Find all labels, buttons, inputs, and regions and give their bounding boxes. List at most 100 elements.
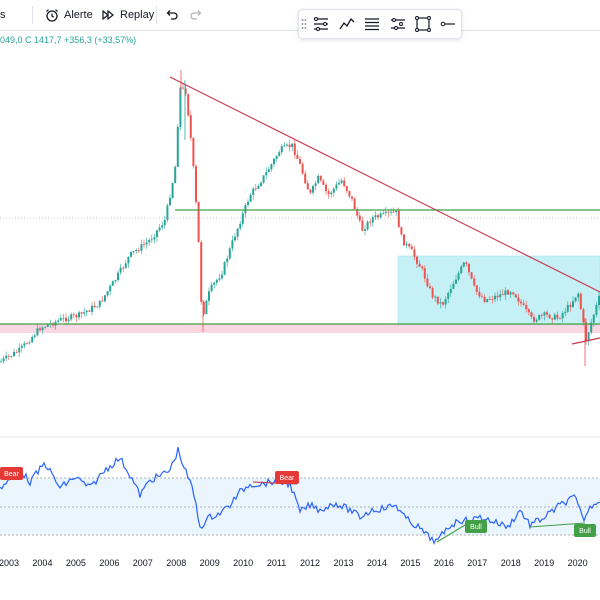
candle xyxy=(322,180,325,185)
candle xyxy=(356,209,359,216)
candle xyxy=(278,152,281,157)
candle xyxy=(361,220,364,231)
lines-list-tool-button[interactable] xyxy=(360,11,385,37)
descending-trendline xyxy=(169,76,600,293)
x-axis-tick-label: 2014 xyxy=(367,558,387,568)
candle xyxy=(556,314,559,319)
candle xyxy=(572,301,574,307)
replay-button[interactable]: Replay xyxy=(100,5,154,25)
candle xyxy=(348,190,351,197)
time-axis: 2003 2004 2005 2006 2007 2008 2009 2010 2011 2012… xyxy=(0,558,588,568)
candle xyxy=(78,312,80,318)
drag-handle-icon[interactable] xyxy=(299,11,309,37)
candle xyxy=(598,295,600,306)
candle xyxy=(270,164,273,170)
candle xyxy=(260,182,262,186)
alert-button[interactable]: Alerte xyxy=(44,5,93,25)
candle xyxy=(538,314,541,320)
candle xyxy=(468,263,470,273)
candle xyxy=(595,305,598,315)
candle xyxy=(317,175,320,184)
support-zone xyxy=(0,324,600,333)
candle xyxy=(293,143,296,155)
candle xyxy=(491,299,494,301)
trend-path-tool-button[interactable] xyxy=(334,11,359,37)
candle xyxy=(135,249,138,252)
candle xyxy=(179,87,182,127)
candle xyxy=(119,267,122,273)
candle xyxy=(262,175,265,183)
rsi-line xyxy=(0,446,600,546)
bear-badge: Bear xyxy=(275,471,299,484)
redo-button[interactable] xyxy=(188,5,204,25)
candle xyxy=(559,318,561,320)
candle xyxy=(410,246,413,250)
multi-line-tool-button[interactable] xyxy=(309,11,334,37)
candle xyxy=(169,197,171,206)
horizontal-ray-tool-button[interactable] xyxy=(436,11,461,37)
candle xyxy=(23,343,26,346)
undo-button[interactable] xyxy=(164,5,180,25)
candle xyxy=(130,251,132,257)
candle xyxy=(585,322,587,342)
candle xyxy=(166,205,169,220)
candle xyxy=(306,183,309,190)
candle xyxy=(551,318,554,320)
candle xyxy=(488,299,491,300)
candle xyxy=(208,291,210,301)
candle xyxy=(109,285,112,292)
candle xyxy=(364,229,366,231)
candle xyxy=(319,175,322,181)
candle xyxy=(470,272,473,279)
candle xyxy=(228,248,231,259)
candle xyxy=(5,355,8,359)
candle xyxy=(184,88,187,95)
candle xyxy=(221,274,223,279)
candle xyxy=(104,295,106,302)
bull-divergence-line xyxy=(529,522,586,528)
parallel-lines-tool-button[interactable] xyxy=(385,11,410,37)
candle xyxy=(374,215,377,218)
x-axis-tick-label: 2004 xyxy=(32,558,52,568)
candle xyxy=(46,324,49,327)
range-box xyxy=(397,255,600,326)
candle xyxy=(31,336,34,343)
candle xyxy=(426,278,429,287)
candle xyxy=(514,294,517,298)
candle xyxy=(577,293,580,298)
candle xyxy=(283,145,286,147)
candle xyxy=(195,166,197,202)
candle xyxy=(499,294,502,298)
candle xyxy=(267,169,270,173)
drawing-toolbar xyxy=(298,9,462,39)
x-axis-tick-label: 2017 xyxy=(467,558,487,568)
candle xyxy=(98,300,101,307)
candle xyxy=(540,314,543,316)
rectangle-tool-button[interactable] xyxy=(410,11,435,37)
candle xyxy=(189,115,192,138)
candle xyxy=(273,158,275,165)
toolbar-fragment[interactable]: s xyxy=(0,9,6,21)
candle xyxy=(382,212,385,214)
candle xyxy=(546,312,548,315)
candle xyxy=(153,237,156,240)
candle xyxy=(72,314,75,316)
candle xyxy=(265,172,268,176)
candle xyxy=(436,296,439,304)
candle xyxy=(421,266,424,269)
candle xyxy=(83,312,86,314)
x-axis-tick-label: 2003 xyxy=(0,558,19,568)
candle xyxy=(561,313,564,319)
candle xyxy=(10,356,13,357)
x-axis-tick-label: 2008 xyxy=(166,558,186,568)
candle xyxy=(494,295,496,300)
candle xyxy=(379,213,382,218)
multi-line-tool-icon xyxy=(314,17,329,31)
candle xyxy=(535,319,538,322)
x-axis-tick-label: 2009 xyxy=(200,558,220,568)
candle xyxy=(111,281,114,286)
candle xyxy=(163,219,166,226)
candle xyxy=(457,273,460,280)
candle xyxy=(7,355,10,357)
